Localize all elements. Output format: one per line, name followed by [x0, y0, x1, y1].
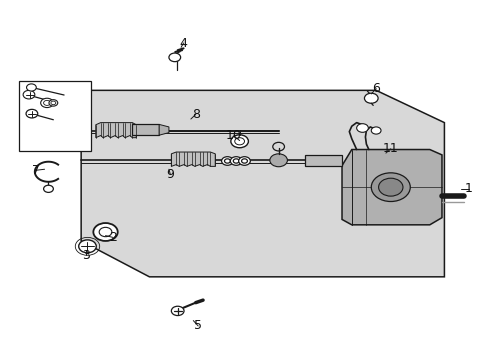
Circle shape	[230, 135, 248, 148]
Circle shape	[23, 90, 35, 99]
Polygon shape	[81, 90, 444, 277]
Circle shape	[370, 127, 380, 134]
Text: 11: 11	[382, 142, 398, 155]
Circle shape	[230, 157, 242, 165]
Text: 5: 5	[194, 319, 202, 332]
Text: 3: 3	[82, 249, 90, 262]
Circle shape	[364, 93, 377, 103]
Circle shape	[43, 185, 53, 192]
Circle shape	[26, 84, 36, 91]
Circle shape	[168, 53, 180, 62]
Circle shape	[238, 157, 250, 165]
Polygon shape	[341, 149, 441, 225]
Circle shape	[26, 109, 38, 118]
Text: 8: 8	[191, 108, 199, 121]
Circle shape	[41, 98, 53, 108]
Bar	[132, 125, 159, 135]
Circle shape	[356, 124, 367, 132]
Circle shape	[49, 100, 58, 106]
Circle shape	[370, 173, 409, 202]
Circle shape	[221, 157, 233, 165]
Text: 6: 6	[371, 82, 379, 95]
Text: 9: 9	[166, 168, 174, 181]
Circle shape	[378, 178, 402, 196]
Text: 10: 10	[225, 129, 241, 143]
Circle shape	[79, 240, 96, 253]
Text: 2: 2	[109, 231, 117, 244]
Circle shape	[171, 306, 183, 316]
Text: 1: 1	[464, 183, 472, 195]
Polygon shape	[96, 123, 136, 138]
Bar	[19, 81, 91, 151]
Text: 7: 7	[32, 164, 40, 177]
Polygon shape	[159, 125, 168, 135]
Polygon shape	[171, 152, 215, 166]
Circle shape	[93, 223, 118, 241]
Text: 4: 4	[179, 36, 187, 50]
Circle shape	[269, 154, 287, 167]
Bar	[305, 155, 341, 166]
